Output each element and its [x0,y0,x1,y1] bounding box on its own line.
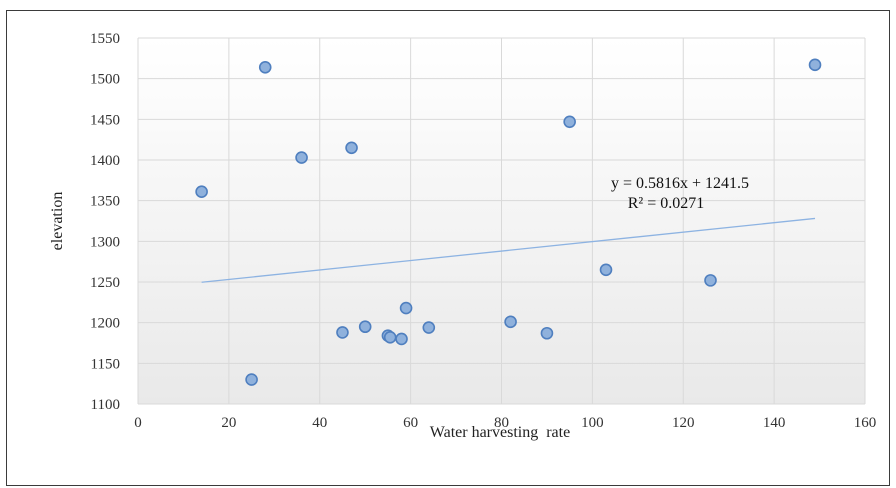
x-tick-label: 120 [672,415,695,431]
data-point [599,263,613,277]
x-tick-label: 20 [221,415,236,431]
y-tick-label: 1100 [91,397,120,413]
x-tick-label: 160 [854,415,877,431]
y-tick-label: 1450 [90,112,120,128]
r-squared-label: R² = 0.0271 [628,195,705,212]
trendline [201,217,816,283]
y-tick-label: 1350 [90,194,120,210]
y-tick-label: 1250 [90,275,120,291]
data-point [336,326,349,339]
y-tick-label: 1150 [91,356,120,372]
data-point [258,60,272,74]
x-tick-labels: 0 20 40 60 80 100 120 140 160 [134,415,876,431]
x-tick-label: 60 [403,415,418,431]
data-point [295,151,308,164]
data-point [704,274,717,287]
x-tick-label: 80 [494,415,509,431]
data-point [358,320,372,334]
y-tick-label: 1500 [90,72,120,88]
trendline-group [201,217,816,283]
data-point [195,185,208,199]
data-point [422,321,436,334]
y-tick-label: 1400 [90,153,120,169]
data-point [540,326,554,340]
data-point [345,141,358,155]
data-point [399,301,413,315]
x-axis-title: Water harvesting rate [430,424,570,441]
data-point [245,373,258,386]
x-tick-label: 100 [581,415,604,431]
x-tick-label: 40 [312,415,327,431]
x-tick-label: 0 [134,415,142,431]
x-tick-label: 140 [763,415,786,431]
y-tick-label: 1550 [90,31,120,47]
data-point [504,315,517,329]
y-tick-label: 1300 [90,234,120,250]
data-points [195,58,822,386]
y-tick-label: 1200 [90,316,120,332]
y-axis-title: elevation [49,192,66,251]
data-point [395,332,408,346]
data-point [563,115,576,129]
grid-lines [137,37,866,405]
y-tick-labels: 1100 1150 1200 1250 1300 1350 1400 1450 1500 1550 [90,31,120,413]
data-point [383,331,397,344]
trendline-equation: y = 0.5816x + 1241.5 [611,175,749,192]
data-point [808,58,822,72]
